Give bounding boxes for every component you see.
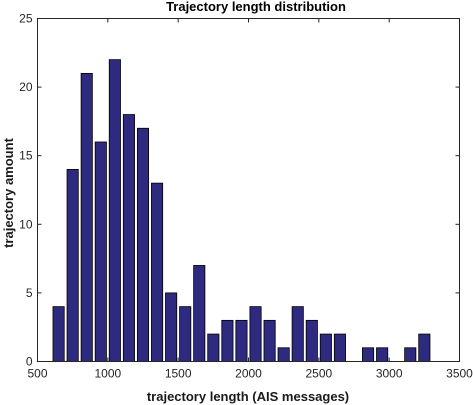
- y-tick-label: 5: [26, 286, 33, 300]
- bar: [136, 127, 150, 362]
- x-tick-label: 1000: [94, 367, 121, 381]
- bar: [319, 333, 332, 362]
- bar: [165, 292, 178, 362]
- x-tick-label: 2500: [305, 367, 332, 381]
- x-tick-label: 3000: [376, 367, 403, 381]
- x-tick-label: 2000: [235, 367, 262, 381]
- bar: [122, 114, 135, 362]
- bar: [221, 319, 234, 362]
- bar: [333, 333, 346, 362]
- x-tick-label: 500: [27, 367, 47, 381]
- overflow-bar: [461, 73, 472, 361]
- bar: [151, 182, 164, 362]
- y-tick-label: 15: [19, 149, 33, 163]
- bars-group: [52, 59, 472, 362]
- bar: [418, 333, 431, 362]
- x-tick-label: 3500: [446, 367, 473, 381]
- bar: [362, 347, 375, 362]
- bar: [291, 306, 304, 362]
- bar: [235, 319, 248, 362]
- bar: [80, 72, 93, 362]
- chart-title: Trajectory length distribution: [166, 0, 346, 14]
- x-tick-label: 1500: [165, 367, 192, 381]
- y-tick-label: 20: [19, 80, 33, 94]
- bar: [179, 306, 192, 362]
- bar: [249, 306, 262, 362]
- bar: [66, 169, 79, 362]
- bar: [277, 347, 290, 362]
- bar: [263, 319, 276, 362]
- y-axis-label: trajectory amount: [1, 137, 16, 247]
- y-tick-label: 10: [19, 217, 33, 231]
- bar: [94, 141, 107, 362]
- bar: [207, 333, 220, 362]
- y-tick-label: 0: [26, 355, 33, 369]
- y-tick-label: 25: [19, 12, 33, 26]
- bar: [376, 347, 389, 362]
- bar: [305, 319, 318, 362]
- plot-frame: [37, 18, 460, 362]
- bar: [193, 265, 206, 362]
- bar: [52, 306, 65, 362]
- x-axis-label: trajectory length (AIS messages): [147, 389, 349, 404]
- bar: [404, 347, 417, 362]
- bar: [108, 59, 121, 362]
